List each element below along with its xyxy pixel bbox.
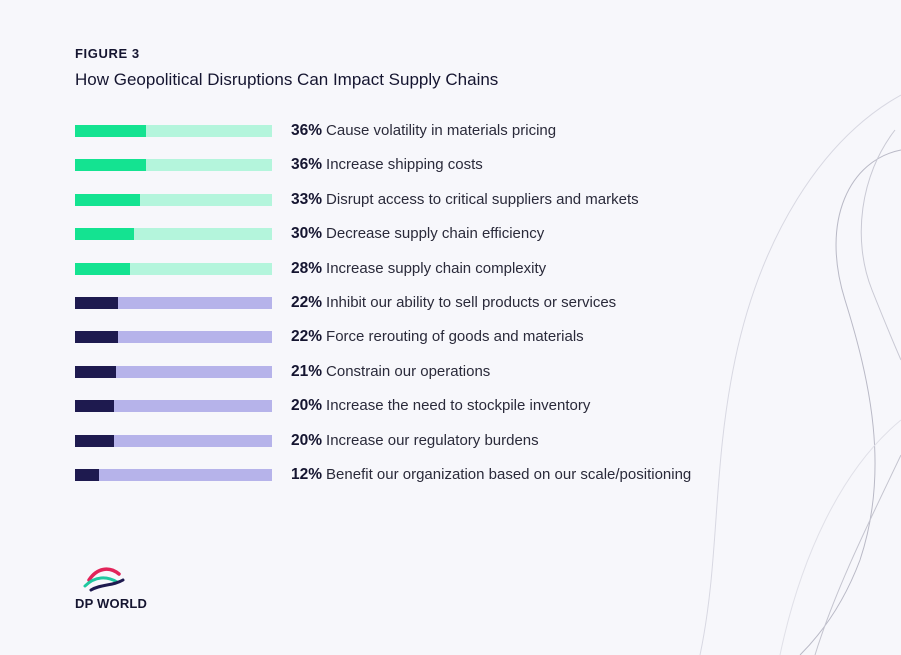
bar-label: 36% Increase shipping costs (291, 156, 483, 174)
bar-row: 36% Increase shipping costs (75, 153, 483, 177)
bar-value-label: 22% (291, 294, 323, 311)
bar-category-label: Force rerouting of goods and materials (326, 328, 584, 346)
bar-value-label: 30% (291, 225, 323, 243)
bar-value-label: 20% (291, 431, 323, 449)
bar-category-label: Inhibit our ability to sell products or … (326, 294, 617, 311)
bar-row: 33% Disrupt access to critical suppliers … (75, 188, 639, 212)
bar-row: 21% Constrain our operations (75, 360, 490, 384)
bar (75, 331, 119, 344)
bar (75, 400, 115, 413)
bar-row: 36% Cause volatility in materials pricing (75, 119, 556, 143)
bar-row: 20% Increase our regulatory burdens (75, 429, 539, 453)
bar-category-label: Decrease supply chain efficiency (326, 225, 545, 243)
bar-category-label: Increase supply chain complexity (326, 259, 547, 277)
bar (75, 365, 117, 378)
bar-category-label: Increase shipping costs (326, 156, 483, 174)
bar-label: 21% Constrain our operations (291, 363, 490, 381)
bar-label: 22% Inhibit our ability to sell products … (291, 294, 616, 312)
chart-title: How Geopolitical Disruptions Can Impact … (75, 70, 499, 89)
bar-track (75, 365, 272, 378)
bar-track (75, 331, 272, 344)
bar-track (75, 469, 272, 481)
bar-label: 33% Disrupt access to critical suppliers … (291, 191, 639, 209)
bar-row: 12% Benefit our organization based on our… (75, 463, 691, 487)
bar-value-label: 33% (291, 190, 323, 208)
bar (75, 297, 119, 309)
bar-label: 20% Increase our regulatory burdens (291, 432, 539, 450)
figure-label: FIGURE 3 (75, 46, 140, 61)
bar-track (75, 228, 272, 241)
bar-label: 36% Cause volatility in materials pricing (291, 122, 556, 140)
logo-text: DP WORLD (75, 596, 148, 611)
bar (75, 159, 146, 172)
bar-track (75, 125, 272, 137)
bar-value-label: 22% (291, 328, 323, 346)
bar-label: 30% Decrease supply chain efficiency (291, 225, 544, 243)
dp-world-logo-icon (83, 567, 125, 592)
bar-label: 20% Increase the need to stockpile invent… (291, 397, 590, 415)
bar-track (75, 400, 272, 413)
bar-row: 30% Decrease supply chain efficiency (75, 222, 544, 246)
bar-category-label: Benefit our organization based on our sc… (326, 466, 692, 483)
bar-track (75, 193, 272, 206)
bar-label: 28% Increase supply chain complexity (291, 260, 546, 278)
bar-row: 20% Increase the need to stockpile invent… (75, 394, 590, 418)
bar-value-label: 12% (291, 466, 323, 483)
bar-track (75, 434, 272, 447)
bar-value-label: 20% (291, 397, 323, 415)
bar-track (75, 297, 272, 309)
bar-label: 12% Benefit our organization based on our… (291, 466, 691, 484)
bar-track (75, 159, 272, 172)
bar-category-label: Disrupt access to critical suppliers and… (326, 190, 639, 208)
bar-category-label: Increase the need to stockpile inventory (326, 397, 591, 415)
bar-category-label: Cause volatility in materials pricing (326, 122, 557, 139)
bar-track (75, 262, 272, 275)
bar (75, 262, 131, 275)
bar-value-label: 28% (291, 259, 323, 277)
bar-value-label: 36% (291, 156, 323, 174)
bar (75, 228, 135, 241)
bar-value-label: 21% (291, 362, 323, 380)
bar-row: 28% Increase supply chain complexity (75, 257, 546, 281)
bar-row: 22% Inhibit our ability to sell products … (75, 291, 616, 315)
bar-category-label: Increase our regulatory burdens (326, 431, 539, 449)
bar (75, 193, 140, 206)
bar-category-label: Constrain our operations (326, 362, 491, 380)
bar-row: 22% Force rerouting of goods and material… (75, 325, 584, 349)
bar (75, 469, 99, 481)
bar (75, 434, 115, 447)
bar (75, 125, 146, 137)
bar-value-label: 36% (291, 122, 323, 139)
bar-label: 22% Force rerouting of goods and material… (291, 328, 584, 346)
